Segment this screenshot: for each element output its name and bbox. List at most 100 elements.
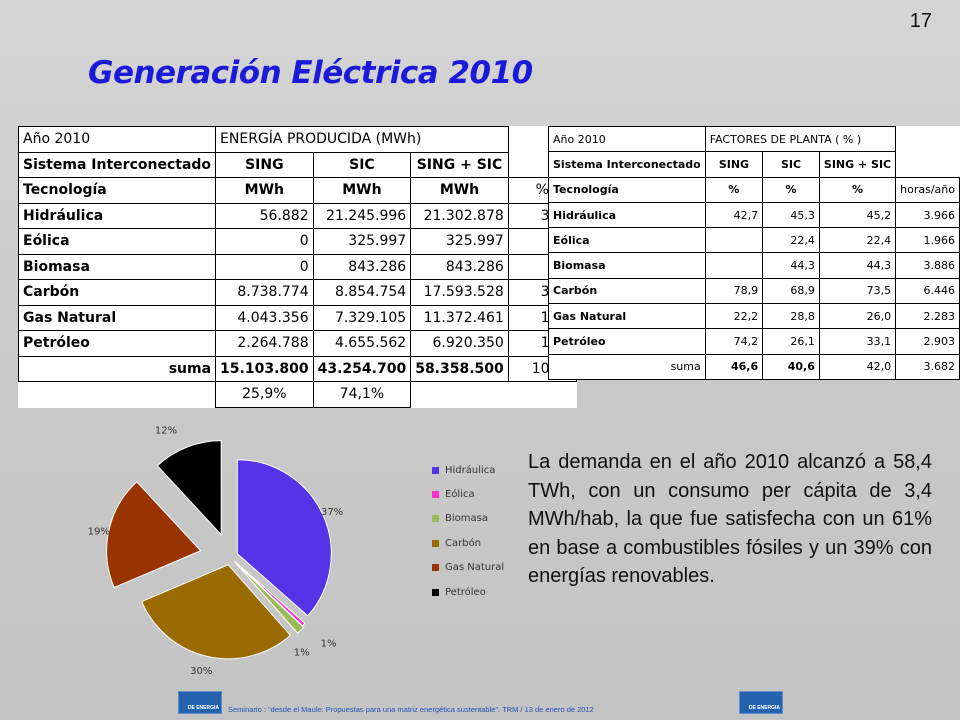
table-header-sing-sic: SING + SIC: [410, 151, 509, 178]
table-header-year: Año 2010: [17, 126, 217, 153]
logo-text: DE ENERGIA: [748, 705, 780, 711]
legend-item: Hidráulica: [432, 458, 504, 482]
table-cell: 40,6: [762, 353, 820, 380]
table-cell: 46,6: [704, 353, 764, 380]
table-cell: 3.682: [895, 353, 960, 380]
table-cell: 2.264.788: [215, 330, 314, 357]
table-header-sic: SIC: [762, 151, 820, 178]
table-cell: 56.882: [215, 202, 314, 229]
table-cell: 42,0: [818, 353, 897, 380]
legend-label: Eólica: [445, 489, 475, 501]
table-cell: Petróleo: [548, 328, 706, 355]
demand-paragraph: La demanda en el año 2010 alcanzó a 58,4…: [528, 451, 932, 587]
table-cell: 25,9%: [215, 381, 314, 408]
table-cell: suma: [17, 355, 217, 382]
table-cell: 68,9: [762, 277, 820, 305]
slide-number: 17: [909, 10, 932, 32]
pie-slice-gas-natural: [106, 481, 202, 589]
table-cell: 2.283: [895, 303, 960, 330]
legend-label: Petróleo: [445, 586, 486, 598]
legend-item: Gas Natural: [432, 556, 504, 580]
generation-pie-chart: 37% 1% 1% 30% 19% 12%: [88, 426, 344, 675]
table-header-unit: MWh: [410, 177, 509, 204]
table-header-system: Sistema Interconectado: [17, 151, 217, 178]
table-row: Hidráulica 42,7 45,3 45,2 3.966: [548, 201, 960, 229]
table-cell: Eólica: [17, 228, 217, 255]
table-header-sing-sic: SING + SIC: [818, 151, 897, 178]
table-cell: 8.738.774: [215, 279, 314, 306]
legend-item: Biomasa: [432, 507, 504, 531]
ministry-logo: DE ENERGIA: [739, 691, 783, 714]
table-cell: 42,7: [704, 201, 764, 229]
table-header-unit: %: [762, 176, 820, 203]
pie-data-label: 1%: [321, 639, 337, 650]
table-cell: Carbón: [17, 279, 217, 306]
table-cell: 33,1: [818, 328, 897, 355]
pie-data-label: 12%: [155, 426, 177, 437]
table-row: Biomasa 44,3 44,3 3.886: [548, 252, 960, 279]
table-cell: 74,1%: [312, 381, 412, 408]
table-header-unit: MWh: [215, 177, 314, 204]
ministry-logo: DE ENERGIA: [178, 691, 222, 714]
pie-slice-carbón: [141, 564, 292, 660]
table-row: Petróleo 2.264.788 4.655.562 6.920.350 1…: [17, 330, 577, 357]
pie-data-label: 37%: [321, 507, 343, 518]
table-cell: 73,5: [818, 277, 897, 305]
table-row: Gas Natural 4.043.356 7.329.105 11.372.4…: [17, 304, 577, 331]
legend-label: Carbón: [445, 537, 482, 549]
table-cell: 2.903: [895, 328, 960, 355]
table-cell: 4.655.562: [312, 330, 412, 357]
table-row: Carbón 78,9 68,9 73,5 6.446: [548, 277, 960, 305]
table-cell: Eólica: [548, 227, 706, 254]
table-cell: 843.286: [312, 253, 412, 280]
pie-data-label: 1%: [294, 648, 310, 659]
table-cell: 43.254.700: [312, 355, 412, 382]
table-cell: Gas Natural: [17, 304, 217, 331]
table-cell: 44,3: [762, 252, 820, 279]
table-cell: 28,8: [762, 303, 820, 330]
table-cell: 15.103.800: [215, 355, 314, 382]
table-header-unit: %: [818, 176, 897, 203]
table-cell: 6.446: [895, 277, 960, 305]
table-cell: Biomasa: [548, 252, 706, 279]
table-row: Petróleo 74,2 26,1 33,1 2.903: [548, 328, 960, 355]
table-cell: 21.245.996: [312, 202, 412, 229]
legend-swatch: [432, 539, 439, 547]
legend-swatch: [432, 588, 439, 596]
table-cell: 45,3: [762, 201, 820, 229]
table-cell: 11.372.461: [410, 304, 509, 331]
slide-title: Generación Eléctrica 2010: [88, 55, 533, 91]
table-cell: 843.286: [410, 253, 509, 280]
table-cell: 44,3: [818, 252, 897, 279]
legend-swatch: [432, 466, 439, 474]
table-row: Gas Natural 22,2 28,8 26,0 2.283: [548, 303, 960, 330]
table-cell: 45,2: [818, 201, 897, 229]
pie-slice-petróleo: [156, 440, 222, 536]
table-cell: 0: [215, 253, 314, 280]
table-row: Hidráulica 56.882 21.245.996 21.302.878 …: [17, 202, 577, 229]
table-row: Eólica 0 325.997 325.997 0,6: [17, 228, 577, 255]
chart-legend: Hidráulica Eólica Biomasa Carbón Gas Nat…: [432, 458, 504, 604]
table-cell: 78,9: [704, 277, 764, 305]
legend-item: Petróleo: [432, 580, 504, 604]
table-row: Biomasa 0 843.286 843.286 1,4: [17, 253, 577, 280]
table-cell: 7.329.105: [312, 304, 412, 331]
table-cell: [704, 252, 764, 279]
table-cell: Biomasa: [17, 253, 217, 280]
legend-swatch: [432, 491, 439, 499]
table-header-sic: SIC: [312, 151, 412, 178]
table-cell: 58.358.500: [410, 355, 509, 382]
table-header-energy: ENERGÍA PRODUCIDA (MWh): [215, 126, 509, 153]
pie-slice-hidráulica: [236, 459, 332, 617]
table-cell: suma: [548, 353, 706, 380]
table-header-plant-factors: FACTORES DE PLANTA ( % ): [704, 125, 897, 153]
table-header-year: Año 2010: [548, 125, 706, 153]
table-cell: 17.593.528: [410, 279, 509, 306]
table-header-sing: SING: [215, 151, 314, 178]
logo-text: DE ENERGIA: [187, 705, 219, 711]
table-header-hours: horas/año: [895, 176, 960, 203]
table-cell: 22,4: [818, 227, 897, 254]
table-sum-row: suma 15.103.800 43.254.700 58.358.500 10…: [17, 355, 577, 382]
legend-label: Hidráulica: [445, 464, 496, 476]
table-cell: 3.966: [895, 201, 960, 229]
